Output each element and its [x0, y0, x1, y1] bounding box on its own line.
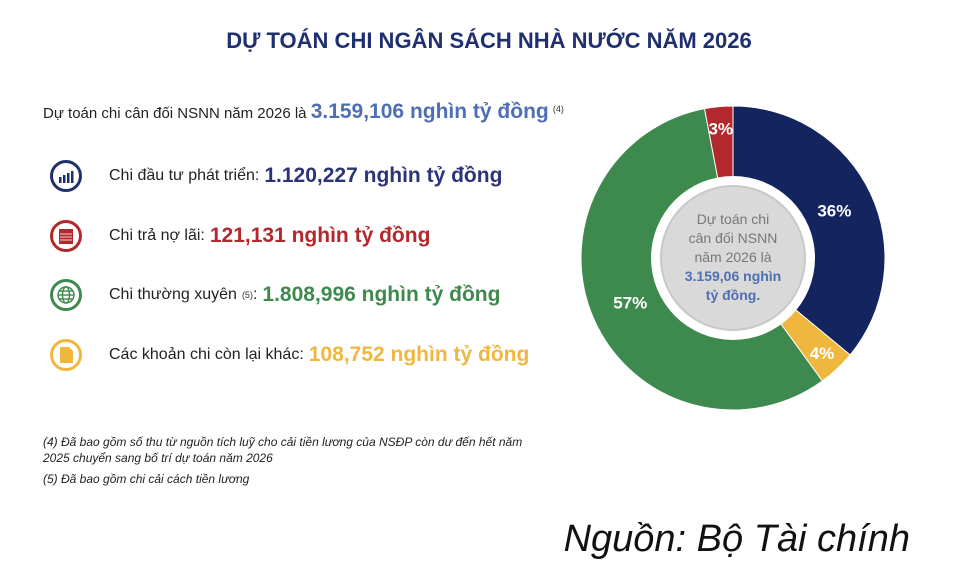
- total-label: Dự toán chi cân đối NSNN năm 2026 là: [43, 105, 307, 122]
- item-note: (5): [241, 290, 253, 300]
- footnotes: (4) Đã bao gồm số thu từ nguồn tích luỹ …: [43, 434, 543, 492]
- center-text: tỷ đồng.: [706, 287, 760, 303]
- total-value: 3.159,106 nghìn tỷ đồng: [310, 100, 549, 123]
- item-label: Chi trả nợ lãi:: [109, 227, 205, 244]
- footnote: (5) Đã bao gồm chi cải cách tiền lương: [43, 472, 250, 486]
- item-value: 108,752 nghìn tỷ đồng: [308, 343, 530, 366]
- center-text: năm 2026 là: [694, 249, 771, 265]
- globe-icon: [50, 279, 82, 311]
- center-text: cân đối NSNN: [689, 230, 778, 246]
- total-line: Dự toán chi cân đối NSNN năm 2026 là 3.1…: [43, 100, 564, 124]
- slice-label: 57%: [613, 293, 647, 312]
- page-title: DỰ TOÁN CHI NGÂN SÁCH NHÀ NƯỚC NĂM 2026: [226, 28, 752, 53]
- item-label-suffix: :: [252, 286, 258, 303]
- item-recurrent: Chi thường xuyên (5) : 1.808,996 nghìn t…: [50, 275, 500, 315]
- footnote: (4) Đã bao gồm số thu từ nguồn tích luỹ …: [43, 435, 523, 465]
- item-label: Chi đầu tư phát triển:: [109, 167, 260, 184]
- item-value: 1.120,227 nghìn tỷ đồng: [264, 164, 503, 187]
- bar-chart-icon: [50, 160, 82, 192]
- slice-label: 4%: [810, 344, 835, 363]
- center-circle: [660, 185, 806, 331]
- item-interest: Chi trả nợ lãi: 121,131 nghìn tỷ đồng: [50, 216, 430, 256]
- total-note: (4): [552, 104, 564, 114]
- center-text: 3.159,06 nghìn: [685, 268, 781, 284]
- center-text: Dự toán chi: [697, 211, 769, 227]
- source: Nguồn: Bộ Tài chính: [563, 518, 910, 560]
- document-icon: [50, 339, 82, 371]
- item-value: 1.808,996 nghìn tỷ đồng: [262, 283, 501, 306]
- calendar-icon: [50, 220, 82, 252]
- item-value: 121,131 nghìn tỷ đồng: [209, 224, 431, 247]
- slice-label: 36%: [817, 201, 851, 220]
- item-label: Các khoản chi còn lại khác:: [109, 346, 304, 363]
- item-investment: Chi đầu tư phát triển: 1.120,227 nghìn t…: [50, 156, 502, 196]
- item-label: Chi thường xuyên: [109, 286, 237, 303]
- item-other: Các khoản chi còn lại khác: 108,752 nghì…: [50, 335, 529, 375]
- slice-label: 3%: [708, 120, 733, 139]
